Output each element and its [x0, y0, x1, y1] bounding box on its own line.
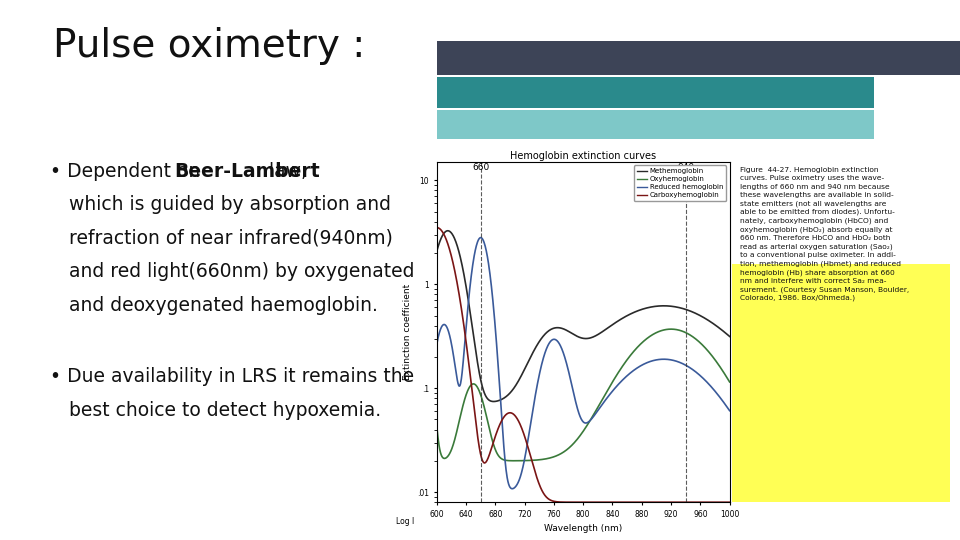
Bar — [732, 264, 950, 502]
Methemoglobin — [724, 333, 735, 340]
Methemoglobin — [654, 303, 665, 309]
Reduced hemoglobin — [602, 394, 613, 401]
Methemoglobin — [684, 308, 695, 314]
Carboxyhemoglobin — [449, 268, 461, 274]
Bar — [437, 110, 874, 139]
Text: best choice to detect hypoxemia.: best choice to detect hypoxemia. — [69, 401, 381, 420]
Bar — [437, 77, 874, 108]
Reduced hemoglobin — [618, 375, 630, 382]
Oxyhemoglobin — [665, 326, 677, 332]
Carboxyhemoglobin — [601, 499, 612, 505]
Y-axis label: Extinction coefficient: Extinction coefficient — [402, 284, 412, 380]
Text: which is guided by absorption and: which is guided by absorption and — [69, 195, 391, 214]
Carboxyhemoglobin — [724, 499, 735, 505]
Text: and red light(660nm) by oxygenated: and red light(660nm) by oxygenated — [69, 262, 415, 281]
Text: 940: 940 — [677, 163, 694, 172]
Carboxyhemoglobin — [617, 499, 629, 505]
Methemoglobin — [488, 399, 499, 405]
Text: Beer-Lambert: Beer-Lambert — [175, 162, 321, 181]
Methemoglobin — [618, 314, 630, 321]
Line: Carboxyhemoglobin: Carboxyhemoglobin — [437, 227, 730, 502]
Reduced hemoglobin — [724, 407, 735, 414]
Oxyhemoglobin — [602, 388, 613, 394]
Methemoglobin — [602, 325, 613, 332]
Line: Reduced hemoglobin: Reduced hemoglobin — [437, 238, 730, 489]
Line: Methemoglobin: Methemoglobin — [437, 231, 730, 402]
Reduced hemoglobin — [431, 341, 443, 347]
Oxyhemoglobin — [431, 423, 443, 430]
Text: law,: law, — [263, 162, 307, 181]
Reduced hemoglobin — [684, 364, 695, 371]
Text: Log I: Log I — [396, 517, 414, 526]
Oxyhemoglobin — [508, 457, 519, 464]
Oxyhemoglobin — [610, 375, 621, 381]
Methemoglobin — [449, 237, 461, 243]
Title: Hemoglobin extinction curves: Hemoglobin extinction curves — [510, 151, 657, 161]
Bar — [437, 41, 960, 75]
Carboxyhemoglobin — [431, 224, 443, 231]
Text: Figure  44-27. Hemoglobin extinction
curves. Pulse oximetry uses the wave-
lengt: Figure 44-27. Hemoglobin extinction curv… — [740, 167, 909, 301]
Reduced hemoglobin — [449, 361, 461, 367]
Oxyhemoglobin — [449, 436, 461, 443]
Line: Oxyhemoglobin: Oxyhemoglobin — [437, 329, 730, 461]
Text: and deoxygenated haemoglobin.: and deoxygenated haemoglobin. — [69, 296, 378, 315]
Oxyhemoglobin — [684, 332, 695, 338]
Reduced hemoglobin — [610, 384, 621, 391]
Text: refraction of near infrared(940nm): refraction of near infrared(940nm) — [69, 229, 393, 248]
Reduced hemoglobin — [654, 356, 665, 363]
Carboxyhemoglobin — [609, 499, 620, 505]
Oxyhemoglobin — [618, 361, 630, 368]
Text: 660: 660 — [472, 163, 490, 172]
Oxyhemoglobin — [654, 328, 665, 335]
Oxyhemoglobin — [724, 379, 735, 385]
Carboxyhemoglobin — [654, 499, 665, 505]
Text: • Dependent on: • Dependent on — [50, 162, 206, 181]
Reduced hemoglobin — [507, 485, 518, 492]
Text: • Due availability in LRS it remains the: • Due availability in LRS it remains the — [50, 367, 414, 386]
Text: Pulse oximetry :: Pulse oximetry : — [53, 27, 365, 65]
Carboxyhemoglobin — [618, 499, 630, 505]
Methemoglobin — [610, 320, 621, 326]
X-axis label: Wavelength (nm): Wavelength (nm) — [544, 524, 622, 534]
Methemoglobin — [442, 227, 453, 234]
Reduced hemoglobin — [475, 234, 487, 241]
Methemoglobin — [431, 248, 443, 254]
Carboxyhemoglobin — [684, 499, 695, 505]
Legend: Methemoglobin, Oxyhemoglobin, Reduced hemoglobin, Carboxyhemoglobin: Methemoglobin, Oxyhemoglobin, Reduced he… — [634, 165, 726, 201]
